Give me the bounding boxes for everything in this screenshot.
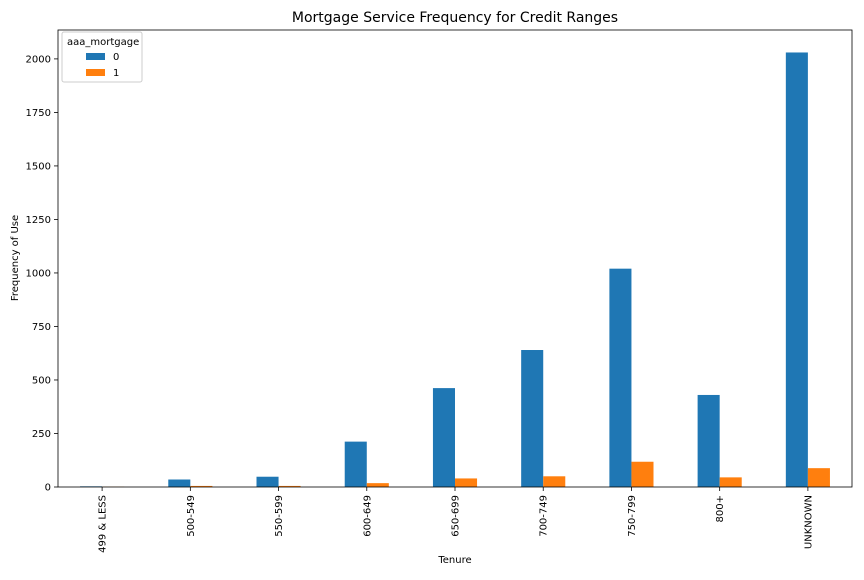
legend-label-1: 1 <box>113 68 119 79</box>
bar-series-1-7 <box>720 477 742 487</box>
plot-area: 0 250 500 750 1000 1250 1500 1750 2000 499 & LESS… <box>26 30 852 553</box>
x-tick-label: 650-699 <box>451 495 462 537</box>
bar-series-1-5 <box>543 476 565 487</box>
y-tick-label: 2000 <box>26 54 51 65</box>
bar-series-0-2 <box>257 477 279 487</box>
bar-series-1-8 <box>808 468 830 487</box>
y-axis-label: Frequency of Use <box>10 215 21 301</box>
bar-series-1-4 <box>455 478 477 487</box>
y-tick-label: 1000 <box>26 268 51 279</box>
bar-series-1-6 <box>631 462 653 487</box>
y-tick-label: 1250 <box>26 215 51 226</box>
bar-series-1-3 <box>367 483 389 487</box>
x-tick-label: 500-549 <box>186 495 197 537</box>
x-tick-label: 550-599 <box>274 495 285 537</box>
chart-title: Mortgage Service Frequency for Credit Ra… <box>292 10 618 26</box>
x-tick-label: 800+ <box>715 495 726 522</box>
x-tick-label: 499 & LESS <box>98 495 109 553</box>
bar-series-0-6 <box>609 269 631 487</box>
y-tick-label: 250 <box>32 429 51 440</box>
legend-label-0: 0 <box>113 52 119 63</box>
legend-swatch-0 <box>86 53 105 60</box>
bar-series-0-5 <box>521 350 543 487</box>
x-tick-label: UNKNOWN <box>803 495 814 549</box>
legend-swatch-1 <box>86 69 105 76</box>
bar-series-0-4 <box>433 388 455 487</box>
bar-series-0-8 <box>786 52 808 487</box>
y-tick-label: 500 <box>32 375 51 386</box>
bar-series-0-3 <box>345 442 367 487</box>
legend: aaa_mortgage 0 1 <box>62 32 142 82</box>
x-tick-label: 750-799 <box>627 495 638 537</box>
x-tick-label: 600-649 <box>362 495 373 537</box>
y-tick-label: 1750 <box>26 108 51 119</box>
bar-series-0-7 <box>698 395 720 487</box>
x-axis-label: Tenure <box>437 555 471 566</box>
y-tick-label: 1500 <box>26 161 51 172</box>
y-tick-label: 0 <box>45 483 51 494</box>
y-tick-label: 750 <box>32 322 51 333</box>
bar-series-0-1 <box>168 480 190 487</box>
legend-title: aaa_mortgage <box>67 37 139 48</box>
x-tick-label: 700-749 <box>539 495 550 537</box>
